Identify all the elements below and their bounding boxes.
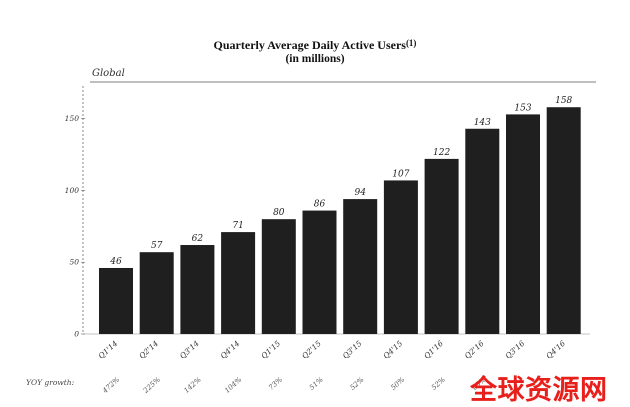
bar xyxy=(139,252,174,334)
data-label: 71 xyxy=(232,221,243,231)
x-tick-label: Q2'15 xyxy=(300,339,323,361)
yoy-growth-label: YOY growth: xyxy=(26,378,75,387)
data-label: 86 xyxy=(314,200,326,210)
yoy-growth-value: 52% xyxy=(349,375,366,392)
bar xyxy=(383,180,418,334)
bar xyxy=(506,114,540,335)
yoy-growth-value: 51% xyxy=(308,375,325,392)
x-tick-label: Q3'15 xyxy=(341,339,364,361)
x-tick-label: Q4'14 xyxy=(219,339,242,361)
x-tick-label: Q4'16 xyxy=(544,339,567,361)
chart-title: Quarterly Average Daily Active Users(1) xyxy=(0,38,630,53)
x-tick-label: Q3'16 xyxy=(504,339,527,361)
bar xyxy=(465,128,500,334)
yoy-growth-value: 225% xyxy=(141,375,162,395)
x-tick-label: Q2'16 xyxy=(463,339,486,361)
chart-title-text: Quarterly Average Daily Active Users xyxy=(213,38,406,52)
data-label: 62 xyxy=(192,234,204,244)
yoy-growth-value: 50% xyxy=(389,375,406,392)
bar xyxy=(261,219,296,334)
data-label: 107 xyxy=(392,169,409,179)
data-label: 143 xyxy=(474,118,491,128)
data-label: 158 xyxy=(555,96,572,106)
chart-subtitle: (in millions) xyxy=(285,53,345,65)
bar xyxy=(343,199,378,334)
x-tick-label: Q1'14 xyxy=(97,339,120,361)
x-tick-label: Q1'15 xyxy=(259,339,282,361)
yoy-growth-value: 52% xyxy=(430,375,447,392)
x-tick-label: Q2'14 xyxy=(137,339,160,361)
bar xyxy=(302,210,337,334)
y-tick-label: 100 xyxy=(65,186,80,195)
x-tick-label: Q3'14 xyxy=(178,339,201,361)
bar xyxy=(424,158,459,334)
bar xyxy=(221,232,256,334)
yoy-growth-value: 104% xyxy=(223,375,243,395)
y-tick-label: 150 xyxy=(65,114,80,123)
data-label: 153 xyxy=(514,103,531,113)
data-label: 46 xyxy=(109,257,122,267)
section-label: Global xyxy=(92,68,125,79)
data-label: 94 xyxy=(354,188,366,198)
data-label: 122 xyxy=(433,148,450,158)
bar xyxy=(99,267,133,334)
bar xyxy=(180,245,215,334)
x-tick-label: Q1'16 xyxy=(422,339,445,361)
bar xyxy=(546,107,581,334)
yoy-growth-value: 472% xyxy=(100,375,121,395)
data-label: 80 xyxy=(273,208,285,218)
y-tick-label: 50 xyxy=(69,258,79,267)
yoy-growth-value: 73% xyxy=(267,375,284,392)
data-label: 57 xyxy=(151,241,163,251)
x-tick-label: Q4'15 xyxy=(381,339,404,361)
y-tick-label: 0 xyxy=(74,330,79,339)
chart-title-footnote: (1) xyxy=(405,38,417,48)
watermark-logo: 全球资源网 xyxy=(470,375,608,406)
yoy-growth-value: 142% xyxy=(183,375,203,395)
